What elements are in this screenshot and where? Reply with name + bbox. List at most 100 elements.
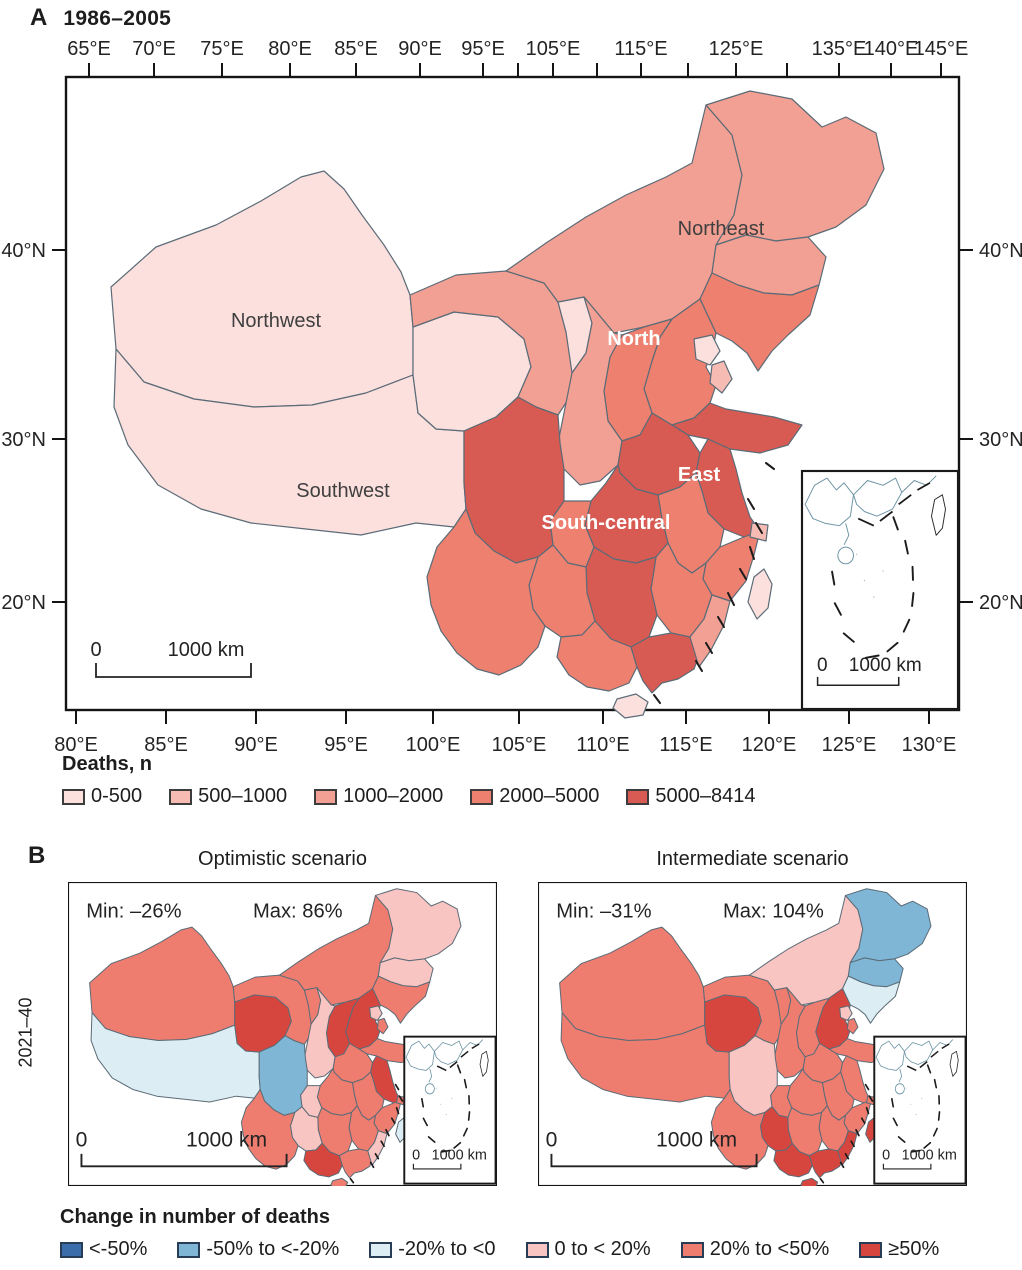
province-guangdong [808,1148,844,1179]
intermediate-scenario-title: Intermediate scenario [656,848,849,870]
axis-label-bottom: 105°E [492,734,547,756]
axis-label-left: 40°N [1,240,46,262]
legend-item: -50% to <-20% [177,1238,339,1261]
inset-nine-dash [462,1127,468,1137]
scale-bar [550,1153,758,1168]
inset-coast-segment [857,517,875,527]
province-heilongjiang [844,888,932,964]
map-china-optimistic: Min: –26% Max: 86% 0 1000 km 0 1000 km [68,882,497,1186]
legend-label: 500–1000 [198,785,288,807]
inset-coast-segment [471,1043,480,1050]
axis-label-left: 20°N [1,592,46,614]
legend-swatch [369,1241,393,1258]
axis-label-right: 40°N [979,240,1022,262]
inset-island-dot [915,1114,917,1116]
axis-label-bottom: 130°E [902,734,957,756]
province-yunnan [426,508,546,676]
inset-nine-dash [463,1078,468,1089]
scale-bar-zero: 0 [90,639,101,661]
province-beijing [839,1005,853,1021]
axis-label-bottom: 125°E [822,734,877,756]
row-label-2021-40: 2021–40 [15,997,36,1068]
legend-item: ≥50% [859,1238,939,1261]
min-label: Min: –26% [86,901,181,923]
inset-coastline [843,523,850,546]
province-tianjin [709,360,733,394]
scale-bar-km: 1000 km [186,1128,267,1151]
inset-nine-dash [831,570,836,586]
legend-swatch [314,788,338,805]
coast-segment [390,1117,396,1124]
legend-item: 1000–2000 [314,785,443,808]
legend-item: <-50% [60,1238,147,1261]
min-label: Min: –31% [556,901,651,923]
coast-segment [369,1161,375,1169]
axis-label-top: 135°E [812,38,867,60]
max-label: Max: 86% [253,901,343,923]
legend-label: ≥50% [888,1238,940,1260]
coast-segment [694,659,704,673]
axis-label-top: 85°E [334,38,378,60]
coast-segment [868,1095,874,1102]
coast-segment [374,1152,380,1160]
inset-nine-dash [937,1111,941,1121]
inset-hainan-outline [894,1083,905,1095]
legend-label: <-50% [89,1238,148,1260]
scale-bar [95,663,252,678]
inset-scale-km: 1000 km [849,655,922,676]
coast-segment [380,1140,385,1147]
coast-segment [395,1106,400,1115]
axis-label-top: 95°E [461,38,505,60]
scale-bar-zero: 0 [76,1128,88,1151]
axis-label-top: 90°E [398,38,442,60]
inset-nine-dash [911,592,915,607]
coast-segment [716,615,726,629]
province-guangxi [773,1142,813,1178]
province-tianjin [846,1017,859,1035]
inset-nine-dash [422,1117,428,1127]
inset-coast-segment [436,1065,447,1072]
inset-island-dot [873,596,875,598]
coast-segment [652,693,662,705]
inset-nine-dash [453,1141,462,1149]
axis-label-top: 80°E [268,38,312,60]
optimistic-scenario-title: Optimistic scenario [198,848,367,870]
legend-label: 5000–8414 [655,785,756,807]
coast-segment [394,1083,400,1091]
province-shaanxi [557,296,623,486]
legend-item: -20% to <0 [369,1238,496,1261]
legend-item: 5000–8414 [626,785,755,808]
inset-island-dot [882,570,884,572]
inset-nine-dash [842,632,855,643]
map-china-1986-2005: Northwest Southwest Northeast North East Sout… [1,38,1022,756]
inset-coastline [931,494,946,536]
inset-island-dot [910,1103,912,1105]
legend-item: 0 to < 20% [525,1238,651,1261]
legend-swatch [859,1241,883,1258]
panel-a-header: A 1986–2005 [30,4,171,32]
legend-swatch [62,788,85,805]
coast-segment [726,591,736,607]
inset-coast-segment [906,1065,917,1072]
axis-label-right: 30°N [979,429,1022,451]
axis-label-top: 70°E [132,38,176,60]
inset-hainan-outline [424,1083,435,1095]
scale-bar-zero: 0 [546,1128,558,1151]
axis-label-top: 75°E [200,38,244,60]
legend-swatch [680,1241,704,1258]
inset-nine-dash [427,1136,436,1143]
panel-a-label: A [30,4,48,31]
inset-coastline [428,1068,433,1083]
axis-label-bottom: 85°E [144,734,188,756]
inset-scale-km: 1000 km [902,1147,957,1163]
inset-coastline [479,1050,489,1077]
coast-segment [754,521,764,535]
province-shanghai [749,522,769,542]
province-beijing [693,334,721,366]
inset-coastline [462,1039,484,1051]
axis-label-bottom: 80°E [54,734,98,756]
province-liaoning [699,272,820,372]
axis-label-bottom: 110°E [576,734,629,756]
inset-coastline [898,1068,903,1083]
